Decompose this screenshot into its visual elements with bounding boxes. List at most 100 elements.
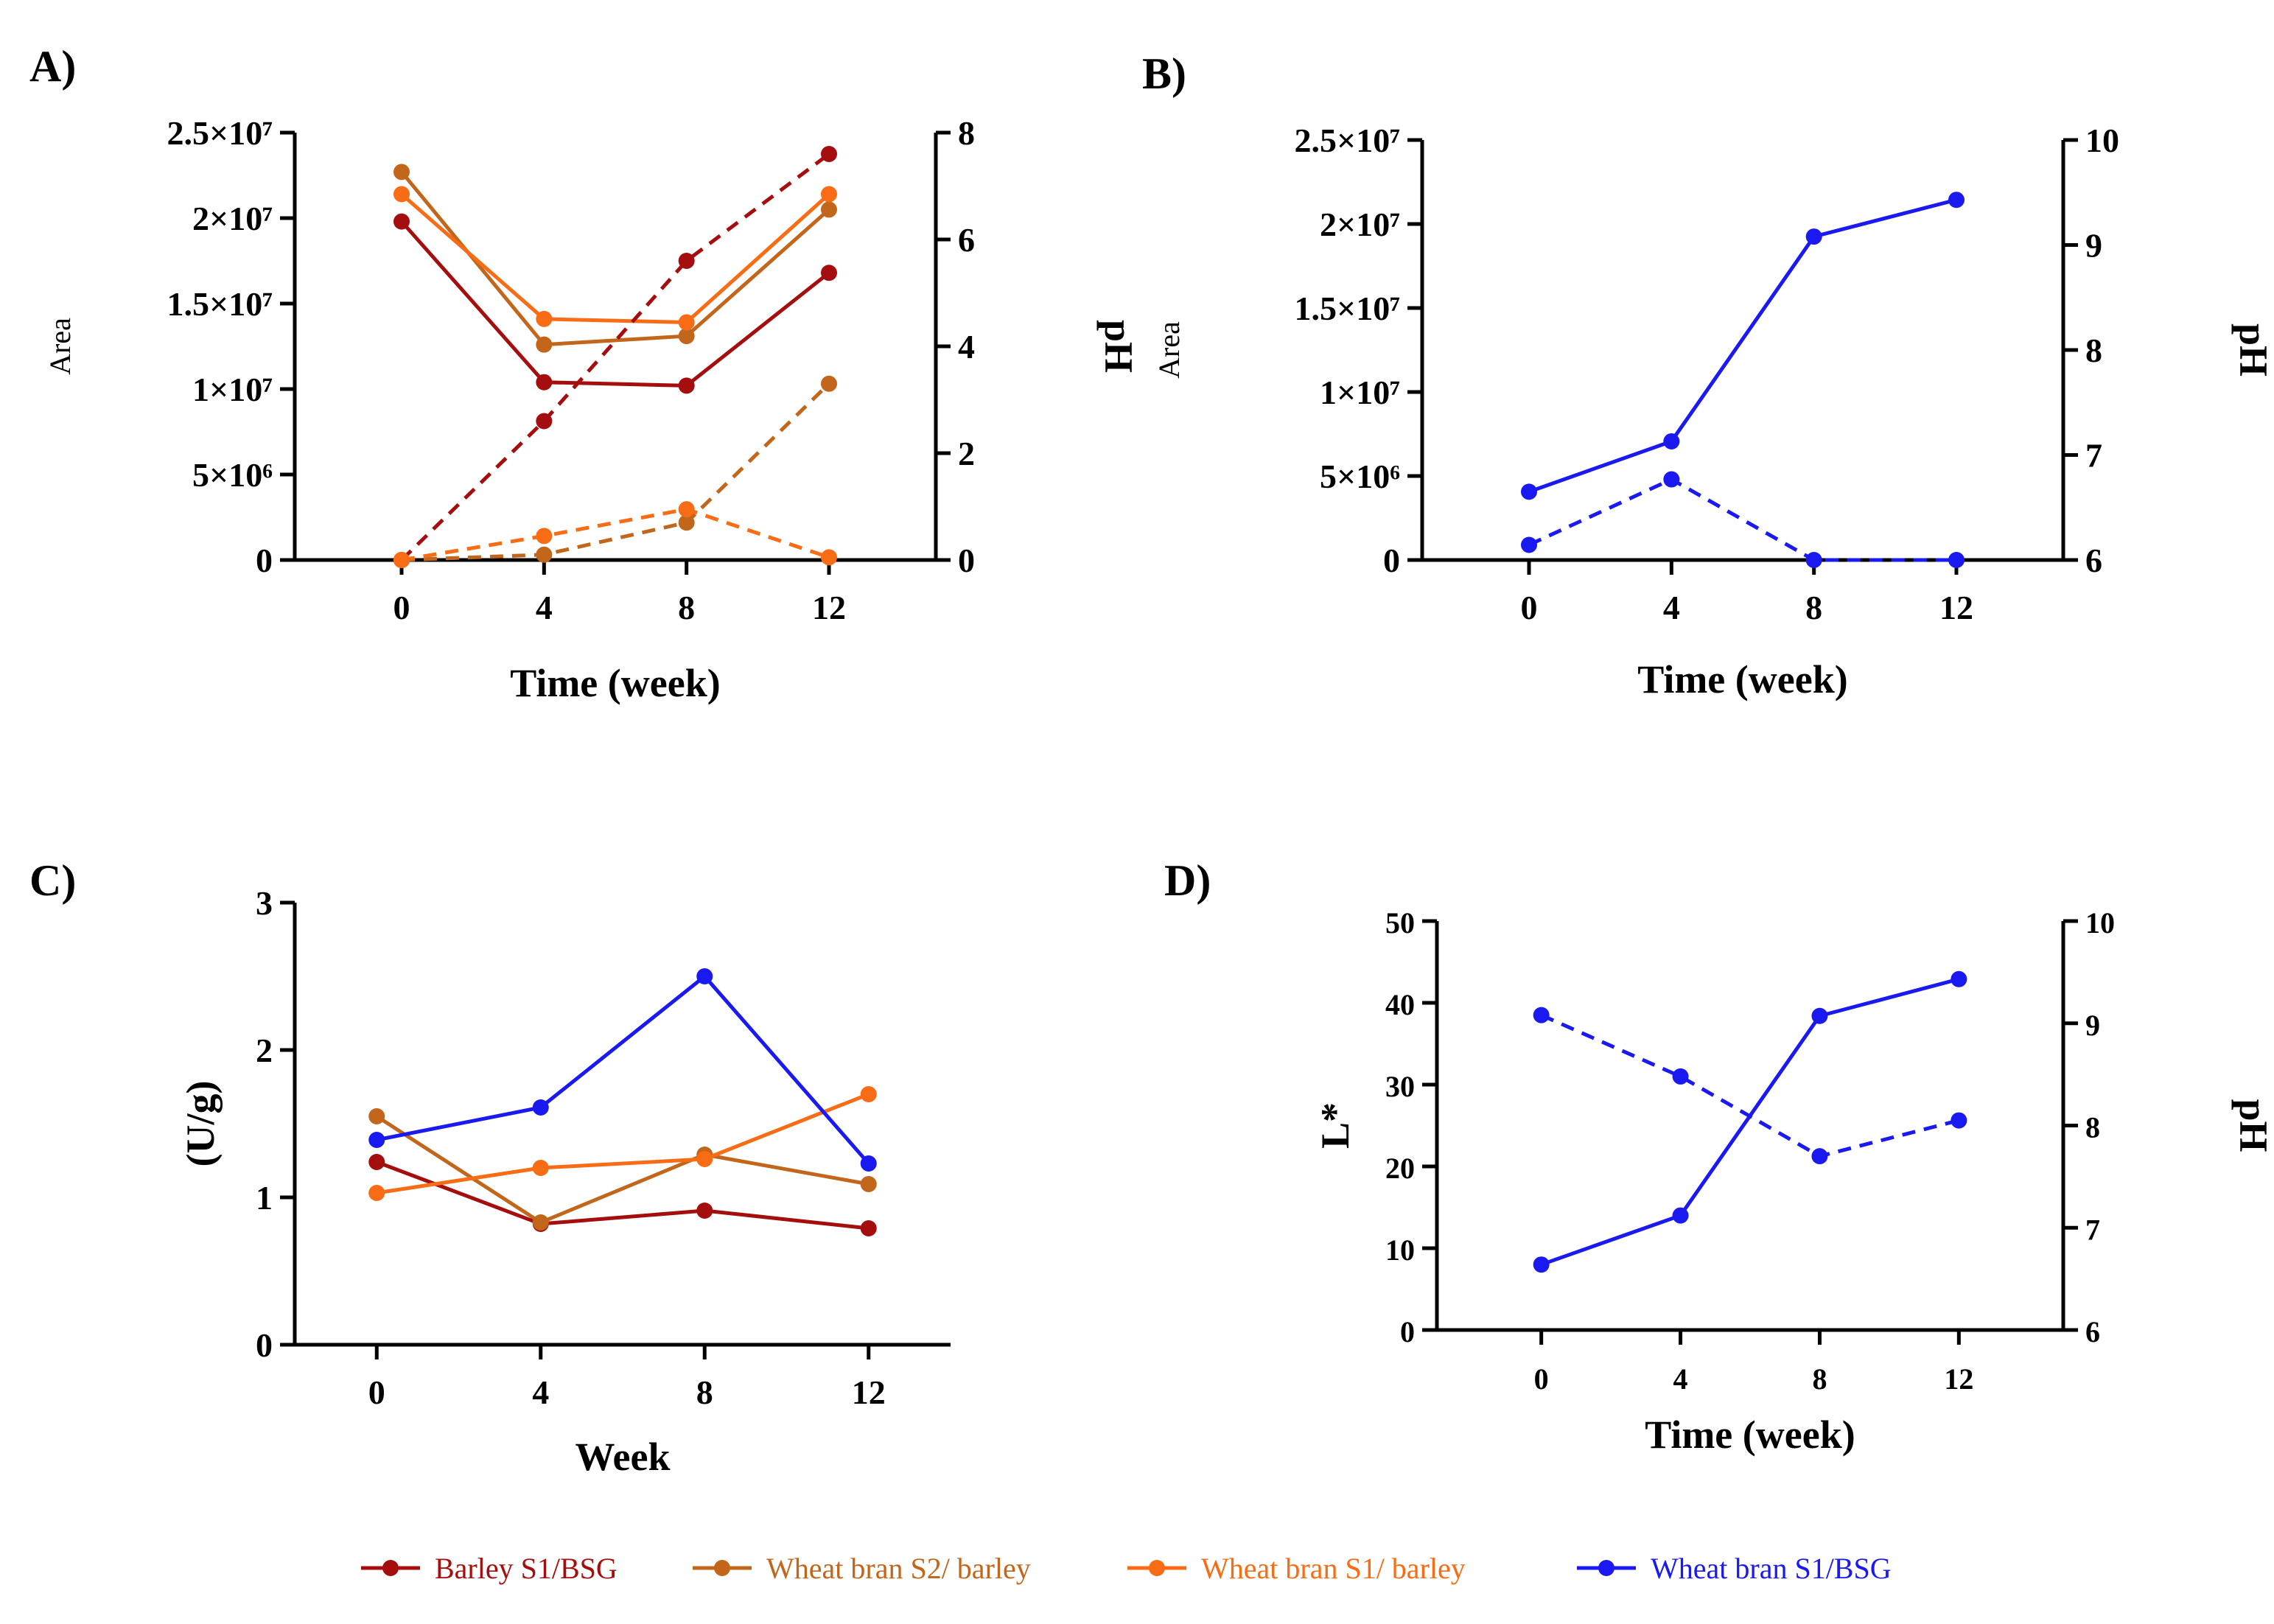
panel-label: D) bbox=[1164, 856, 1211, 905]
x-tick-label: 8 bbox=[678, 589, 695, 626]
y2-tick-label: 2 bbox=[958, 435, 975, 472]
x-tick-label: 0 bbox=[1521, 589, 1538, 626]
x-axis-label: Week bbox=[576, 1435, 671, 1479]
data-point bbox=[536, 546, 553, 563]
data-point bbox=[368, 1185, 385, 1201]
series-line bbox=[1528, 477, 1956, 562]
y-tick-label: 50 bbox=[1385, 906, 1415, 939]
x-tick-label: 0 bbox=[1534, 1362, 1549, 1396]
data-point bbox=[821, 549, 837, 566]
data-point bbox=[393, 552, 410, 568]
x-tick-label: 12 bbox=[1944, 1362, 1973, 1396]
series-wheat-bran-s1-bsg-solid bbox=[1521, 192, 1965, 500]
data-point bbox=[532, 1099, 549, 1116]
x-tick-label: 12 bbox=[852, 1373, 886, 1411]
y-tick-label: 40 bbox=[1385, 988, 1415, 1021]
data-point bbox=[532, 1160, 549, 1176]
y2-tick-label: 0 bbox=[958, 542, 975, 579]
data-point bbox=[536, 310, 553, 327]
y-tick-label: 30 bbox=[1385, 1070, 1415, 1103]
y2-tick-label: 9 bbox=[2085, 1009, 2100, 1042]
y-tick-label: 2×10⁷ bbox=[1320, 206, 1400, 243]
panel-b: B) 0 5×10⁶ 1×10⁷ 1.5×10⁷ 2×10⁷ 2.5×10⁷ 6 7 8 9 10 0 4… bbox=[1142, 49, 2274, 701]
x-tick-label: 4 bbox=[1663, 589, 1680, 626]
data-point bbox=[536, 528, 553, 545]
legend-label: Wheat bran S2/ barley bbox=[766, 1552, 1031, 1585]
legend-marker bbox=[1149, 1560, 1165, 1576]
data-point bbox=[1805, 552, 1822, 568]
series-line bbox=[401, 507, 830, 562]
legend-label: Wheat bran S1/ barley bbox=[1201, 1552, 1466, 1585]
y-tick-label: 10 bbox=[1385, 1233, 1415, 1267]
data-point bbox=[393, 164, 410, 181]
series-barley-s1-bsg-solid bbox=[393, 213, 837, 394]
y-tick-label: 2.5×10⁷ bbox=[1294, 122, 1400, 159]
legend-marker bbox=[1598, 1560, 1614, 1576]
series-line bbox=[1528, 197, 1957, 494]
data-point bbox=[1533, 1007, 1550, 1023]
series-wheat-bran-s1-barley-solid bbox=[368, 1086, 877, 1201]
data-point bbox=[860, 1220, 877, 1236]
y-axis-label: Area bbox=[43, 318, 77, 375]
y-tick-label: 2 bbox=[256, 1032, 273, 1069]
x-tick-label: 8 bbox=[1812, 1362, 1827, 1396]
panel-label: A) bbox=[29, 42, 76, 91]
y-tick-label: 1 bbox=[256, 1179, 273, 1217]
series-barley-s1-bsg-dashed bbox=[393, 146, 837, 568]
panel-label: B) bbox=[1142, 49, 1186, 98]
y2-tick-label: 6 bbox=[958, 221, 975, 259]
x-tick-label: 8 bbox=[696, 1373, 713, 1411]
data-point bbox=[1811, 1148, 1828, 1165]
x-axis-label: Time (week) bbox=[510, 661, 720, 705]
x-axis-label: Time (week) bbox=[1637, 657, 1847, 701]
y-tick-label: 0 bbox=[256, 542, 273, 579]
y2-tick-label: 4 bbox=[958, 328, 975, 365]
data-point bbox=[532, 1214, 549, 1231]
legend-marker bbox=[714, 1560, 730, 1576]
legend-item: Barley S1/BSG bbox=[361, 1552, 618, 1585]
y2-tick-label: 6 bbox=[2085, 1315, 2100, 1348]
y-tick-label: 1.5×10⁷ bbox=[167, 285, 273, 323]
x-tick-label: 12 bbox=[812, 589, 846, 626]
series-barley-s1-bsg-solid bbox=[368, 1154, 877, 1236]
data-point bbox=[678, 514, 695, 531]
y-tick-label: 1×10⁷ bbox=[1320, 374, 1400, 411]
data-point bbox=[1951, 970, 1967, 987]
series-line bbox=[400, 153, 830, 561]
series-line bbox=[375, 1114, 870, 1225]
data-point bbox=[696, 968, 713, 984]
data-point bbox=[821, 201, 837, 218]
series-wheat-bran-s1-barley-dashed bbox=[393, 501, 837, 568]
series-line bbox=[1540, 977, 1959, 1267]
y-axis-label: (U/g) bbox=[178, 1081, 223, 1167]
data-point bbox=[536, 413, 553, 430]
y2-axis-label: pH bbox=[2231, 1099, 2274, 1152]
legend-label: Barley S1/BSG bbox=[435, 1552, 618, 1585]
data-point bbox=[1672, 1207, 1689, 1224]
y-tick-label: 5×10⁶ bbox=[192, 456, 273, 494]
y2-tick-label: 7 bbox=[2085, 1213, 2100, 1246]
y-tick-label: 1×10⁷ bbox=[192, 371, 273, 408]
data-point bbox=[1663, 433, 1680, 449]
series-wheat-bran-s1-bsg-dashed bbox=[1521, 471, 1965, 568]
data-point bbox=[368, 1108, 385, 1124]
data-point bbox=[821, 146, 837, 162]
data-point bbox=[536, 336, 553, 353]
series-line bbox=[376, 1160, 870, 1231]
data-point bbox=[678, 253, 695, 269]
series-line bbox=[400, 170, 830, 347]
y-tick-label: 2.5×10⁷ bbox=[167, 114, 273, 152]
y2-axis-label: pH bbox=[2231, 323, 2274, 377]
y-tick-label: 0 bbox=[256, 1326, 273, 1364]
series-line bbox=[400, 220, 830, 388]
data-point bbox=[536, 374, 553, 391]
panel-label: C) bbox=[29, 856, 76, 905]
data-point bbox=[368, 1132, 385, 1148]
series-line bbox=[1540, 1013, 1959, 1158]
data-point bbox=[821, 265, 837, 281]
y-axis-label: L* bbox=[1313, 1102, 1357, 1149]
data-point bbox=[1948, 552, 1965, 568]
data-point bbox=[678, 314, 695, 331]
